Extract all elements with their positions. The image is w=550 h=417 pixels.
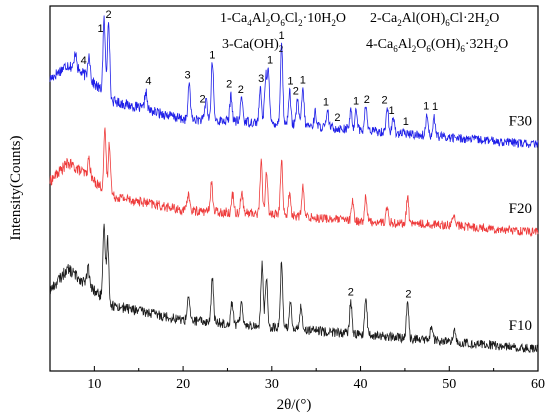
peak-label: 4 — [81, 55, 87, 67]
x-tick-label: 30 — [265, 377, 279, 392]
y-axis-title: Intensity(Counts) — [8, 136, 24, 241]
x-axis-title: 2θ/(°) — [277, 397, 312, 413]
legend-item: 4-Ca6Al2O6(OH)6·32H2O — [366, 37, 508, 54]
peak-label: 2 — [364, 94, 370, 106]
peak-label: 1 — [209, 49, 215, 61]
peak-label: 2 — [226, 79, 232, 91]
peak-label: 2 — [238, 84, 244, 96]
peak-label: 2 — [293, 86, 299, 98]
legend: 1-Ca4Al2O6Cl2·10H2O 2-Ca2Al(OH)6Cl·2H2O 3-… — [220, 11, 508, 54]
series-label-f30: F30 — [509, 113, 532, 129]
series-label-f10: F10 — [509, 318, 532, 334]
peak-label: 2 — [405, 288, 411, 300]
series-label-f20: F20 — [509, 201, 532, 217]
peak-label: 1 — [323, 97, 329, 109]
peak-label: 1 — [353, 96, 359, 108]
plot-frame — [49, 5, 539, 372]
series-f20-line — [49, 127, 539, 238]
x-ticks: 10 20 30 40 50 60 — [87, 366, 545, 392]
peak-label: 1 — [300, 74, 306, 86]
peak-label: 1 — [403, 116, 409, 128]
x-tick-label: 50 — [442, 377, 456, 392]
peak-label: 2 — [381, 94, 387, 106]
series-f30-line — [49, 15, 539, 149]
peak-label: 1 — [389, 105, 395, 117]
peak-label: 1 — [279, 30, 285, 42]
legend-item: 1-Ca4Al2O6Cl2·10H2O — [220, 11, 346, 28]
series-f10-line — [49, 223, 539, 353]
legend-item: 3-Ca(OH)2 — [222, 37, 283, 54]
peak-label: 2 — [334, 112, 340, 124]
series-layer: F30 F20 F10 — [49, 15, 539, 353]
peak-label: 1 — [98, 23, 104, 35]
peak-label: 2 — [200, 93, 206, 105]
x-tick-label: 10 — [87, 377, 101, 392]
peak-label: 1 — [432, 101, 438, 113]
peak-label: 3 — [184, 69, 190, 81]
x-tick-label: 40 — [354, 377, 368, 392]
x-tick-label: 60 — [531, 377, 545, 392]
peak-label: 1 — [423, 101, 429, 113]
legend-item: 2-Ca2Al(OH)6Cl·2H2O — [370, 11, 499, 28]
peak-label: 1 — [267, 55, 273, 67]
peak-label: 1 — [287, 76, 293, 88]
peak-label: 2 — [105, 9, 111, 21]
peak-label: 4 — [145, 76, 151, 88]
x-tick-label: 20 — [176, 377, 190, 392]
peak-label: 3 — [258, 73, 264, 85]
peak-label: 2 — [348, 286, 354, 298]
